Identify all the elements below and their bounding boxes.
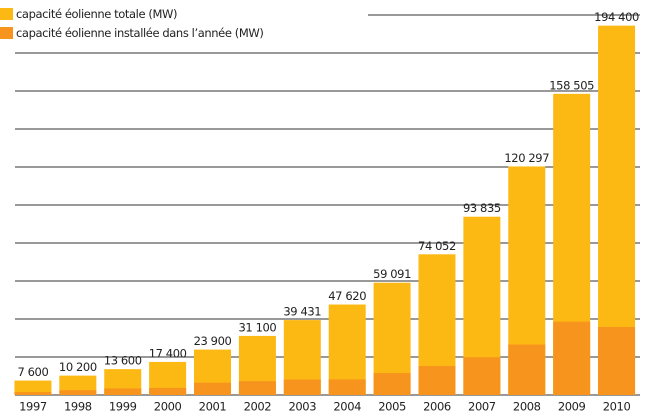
value-label: 31 100: [238, 320, 276, 334]
x-tick-label: 2001: [199, 400, 227, 414]
value-label: 23 900: [194, 334, 232, 348]
x-tick-label: 1997: [19, 400, 47, 414]
bar: [238, 381, 276, 395]
legend-label: capacité éolienne totale (MW): [16, 7, 177, 21]
bar: [328, 379, 366, 395]
x-tick-label: 2004: [333, 400, 361, 414]
bar: [59, 375, 97, 395]
bar: [553, 321, 591, 395]
value-label: 17 400: [149, 346, 187, 360]
x-tick-label: 2005: [378, 400, 406, 414]
x-tick-label: 2009: [558, 400, 586, 414]
value-label: 93 835: [463, 201, 501, 215]
x-tick-label: 2007: [468, 400, 496, 414]
value-label: 47 620: [328, 289, 366, 303]
value-label: 39 431: [283, 305, 321, 319]
bar: [14, 380, 52, 395]
bar: [149, 387, 187, 395]
legend-swatch: [0, 8, 13, 20]
bar: [104, 388, 142, 395]
bar: [463, 357, 501, 395]
x-tick-label: 2002: [244, 400, 272, 414]
value-label: 10 200: [59, 360, 97, 374]
x-tick-label: 1998: [64, 400, 92, 414]
legend-swatch: [0, 27, 13, 39]
value-label: 7 600: [17, 365, 48, 379]
value-label: 158 505: [549, 78, 594, 92]
x-tick-label: 2003: [288, 400, 316, 414]
x-tick-label: 2000: [154, 400, 182, 414]
value-label: 120 297: [504, 151, 549, 165]
x-tick-label: 2006: [423, 400, 451, 414]
value-label: 59 091: [373, 267, 411, 281]
bar: [373, 373, 411, 395]
value-label: 13 600: [104, 354, 142, 368]
x-tick-label: 1999: [109, 400, 137, 414]
bar: [418, 366, 456, 395]
bar: [14, 392, 52, 395]
value-label: 74 052: [418, 239, 456, 253]
legend-background: [0, 0, 368, 46]
x-tick-label: 2010: [603, 400, 631, 414]
bar: [194, 382, 232, 395]
bar: [283, 379, 321, 395]
x-tick-label: 2008: [513, 400, 541, 414]
value-label: 194 400: [594, 10, 639, 24]
bar: [598, 326, 636, 395]
bar: [59, 390, 97, 395]
bar: [508, 344, 546, 395]
legend-label: capacité éolienne installée dans l’année…: [16, 26, 263, 40]
